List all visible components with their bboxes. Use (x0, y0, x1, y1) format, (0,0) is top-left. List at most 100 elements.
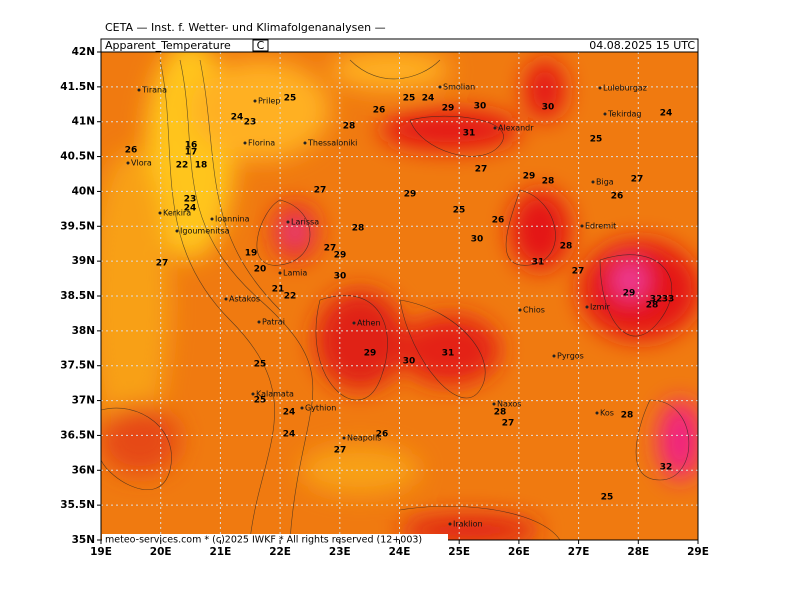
contour-label: 26 (376, 430, 389, 440)
contour-label: 17 (185, 148, 198, 158)
city-marker (580, 224, 584, 228)
contour-label: 24 (283, 408, 296, 418)
city-marker (137, 88, 141, 92)
contour-label: 25 (284, 94, 297, 104)
lon-label: 22E (269, 546, 291, 558)
contour-label: 29 (364, 349, 377, 359)
contour-label: 29 (523, 172, 536, 182)
city-marker (278, 271, 282, 275)
contour-label: 27 (572, 267, 585, 277)
lat-label: 42N (72, 46, 95, 58)
city-name: Patrai (262, 318, 285, 327)
city-marker (210, 217, 214, 221)
city-marker (243, 141, 247, 145)
city-marker (175, 229, 179, 233)
contour-label: 27 (156, 259, 169, 269)
city-marker (552, 354, 556, 358)
contour-label: 24 (283, 430, 296, 440)
city-name: Pyrgos (557, 352, 584, 361)
lon-label: 23E (329, 546, 351, 558)
lat-label: 41N (72, 116, 95, 128)
contour-label: 30 (471, 235, 484, 245)
city-name: Luleburgaz (603, 84, 647, 93)
city-name: Kos (600, 409, 614, 418)
unit-box (252, 39, 269, 52)
contour-label: 19 (245, 249, 258, 259)
contour-label: 23 (244, 118, 257, 128)
city-name: Smolian (443, 83, 475, 92)
city-name: Iraklion (453, 520, 483, 529)
city-marker (493, 126, 497, 130)
city-name: Kerkira (163, 209, 191, 218)
contour-label: 30 (542, 103, 555, 113)
city-marker (224, 297, 228, 301)
contour-label: 31 (442, 349, 455, 359)
city-marker (251, 392, 255, 396)
contour-label: 18 (195, 161, 208, 171)
contour-label: 28 (542, 177, 555, 187)
contour-label: 24 (422, 94, 435, 104)
city-marker (598, 86, 602, 90)
footer: meteo-services.com * (c)2025 IWKF * All … (105, 535, 422, 546)
lat-label: 37.5N (60, 360, 95, 372)
city-name: Neapolis (347, 434, 381, 443)
contour-label: 26 (373, 106, 386, 116)
lat-label: 39N (72, 255, 95, 267)
lat-label: 38.5N (60, 290, 95, 302)
city-name: Izmir (590, 303, 611, 312)
contour-label: 26 (611, 192, 624, 202)
contour-label: 27 (334, 446, 347, 456)
contour-label: 16 (185, 141, 198, 151)
contour-label: 28 (560, 242, 573, 252)
contour-label: 23 (184, 195, 197, 205)
city-marker (300, 406, 304, 410)
contour-label: 31 (532, 258, 545, 268)
city-marker (342, 436, 346, 440)
city-name: Prilep (258, 97, 280, 106)
city-name: Tirana (141, 86, 167, 95)
contour-label: 33 (662, 295, 675, 305)
contour-label: 27 (631, 175, 644, 185)
lat-label: 35N (72, 534, 95, 546)
city-marker (585, 305, 589, 309)
lat-label: 35.5N (60, 499, 95, 511)
contour-label: 29 (623, 289, 636, 299)
city-marker (253, 99, 257, 103)
lat-label: 38N (72, 325, 95, 337)
contour-label: 30 (334, 272, 347, 282)
unit: C (257, 39, 265, 52)
contour-label: 24 (660, 109, 673, 119)
lat-label: 39.5N (60, 220, 95, 232)
contour-label: 28 (494, 408, 507, 418)
city-marker (303, 141, 307, 145)
city-name: Chios (523, 306, 545, 315)
header-bar (100, 38, 699, 53)
contour-label: 31 (463, 129, 476, 139)
contour-label: 22 (176, 161, 189, 171)
contour-label: 25 (254, 360, 267, 370)
city-name: Gythion (305, 404, 336, 413)
contour-label: 27 (324, 244, 337, 254)
contour-label: 25 (601, 493, 614, 503)
city-marker (126, 161, 130, 165)
contour-label: 25 (403, 94, 416, 104)
lon-label: 21E (210, 546, 232, 558)
contour-label: 22 (284, 292, 297, 302)
lat-label: 40.5N (60, 151, 95, 163)
lat-label: 40N (72, 185, 95, 197)
contour-label: 21 (272, 285, 285, 295)
city-name: Vlora (131, 159, 152, 168)
city-name: Florina (248, 139, 275, 148)
grid (101, 52, 698, 540)
city-name: Alexandr (498, 124, 534, 133)
city-marker (158, 211, 162, 215)
city-marker (438, 85, 442, 89)
contour-label: 29 (404, 190, 417, 200)
city-name: Igoumenitsa (180, 227, 230, 236)
contour-label: 25 (590, 135, 603, 145)
contour-label: 25 (453, 206, 466, 216)
contour-label: 28 (352, 224, 365, 234)
lon-label: 20E (150, 546, 172, 558)
contour-label: 29 (334, 251, 347, 261)
contour-label: 30 (474, 102, 487, 112)
